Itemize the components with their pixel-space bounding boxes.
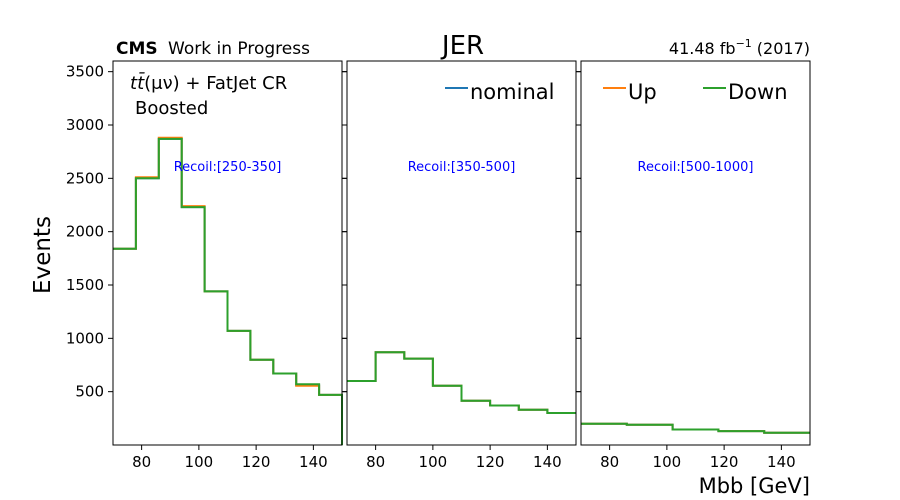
legend: nominal Up Down [445,80,788,104]
recoil-label: Recoil:[350-500] [408,160,516,175]
panel-recoil-250-350: Recoil:[250-350] 80 100 120 140 500 1000 1500 20… [66,60,343,471]
series-up-line [347,351,576,414]
y-tick-label: 3000 [66,116,104,134]
x-tick-label: 120 [710,453,739,471]
recoil-label: Recoil:[500-1000] [638,160,754,175]
process-t: t [130,73,138,94]
y-tick-label: 2500 [66,169,104,187]
x-tick-label: 100 [419,453,448,471]
y-tick-label: 1500 [66,276,104,294]
y-tick-label: 1000 [66,329,104,347]
y-axis-label: Events [30,216,56,294]
y-tick-label: 3500 [66,63,104,81]
series-up-line [581,422,810,434]
x-tick-label: 80 [132,453,151,471]
process-rest: (μν) + FatJet CR [144,73,287,94]
legend-label-down: Down [728,80,788,104]
chart-title: JER [440,31,484,61]
legend-label-nominal: nominal [470,80,554,104]
x-tick-label: 80 [366,453,385,471]
category-label: Boosted [135,98,208,119]
series-nominal-line [347,351,576,414]
luminosity-label: 41.48 fb−1 (2017) [669,37,810,58]
x-tick-label: 140 [299,453,328,471]
panel-frame [346,60,577,446]
work-in-progress-text: Work in Progress [168,39,310,59]
recoil-label: Recoil:[250-350] [174,160,282,175]
y-tick-label: 500 [75,383,104,401]
panel-recoil-500-1000: Recoil:[500-1000] 80 100 120 140 [576,60,811,471]
lumi-exponent: −1 [736,37,752,50]
series-down-line [113,137,343,445]
series-nominal-line [581,422,810,434]
x-tick-label: 140 [533,453,562,471]
y-tick-label: 2000 [66,223,104,241]
x-tick-label: 120 [476,453,505,471]
panel-frame [112,60,343,446]
process-tbar: t̄ [137,72,145,94]
x-tick-label: 100 [653,453,682,471]
x-axis-label: Mbb [GeV] [699,474,810,498]
lumi-year: (2017) [757,39,810,58]
x-tick-label: 120 [242,453,271,471]
process-label: tt̄(μν) + FatJet CR [130,72,287,94]
x-tick-label: 140 [767,453,796,471]
legend-label-up: Up [628,80,657,104]
cms-text: CMS [116,39,158,59]
x-tick-label: 80 [600,453,619,471]
panel-recoil-350-500: Recoil:[350-500] 80 100 120 140 [342,60,577,471]
lumi-value: 41.48 fb [669,39,736,58]
series-down-line [581,422,810,434]
x-tick-label: 100 [185,453,214,471]
header-cms-label: CMS Work in Progress [116,39,310,59]
panel-frame [580,60,811,446]
series-down-line [347,351,576,414]
